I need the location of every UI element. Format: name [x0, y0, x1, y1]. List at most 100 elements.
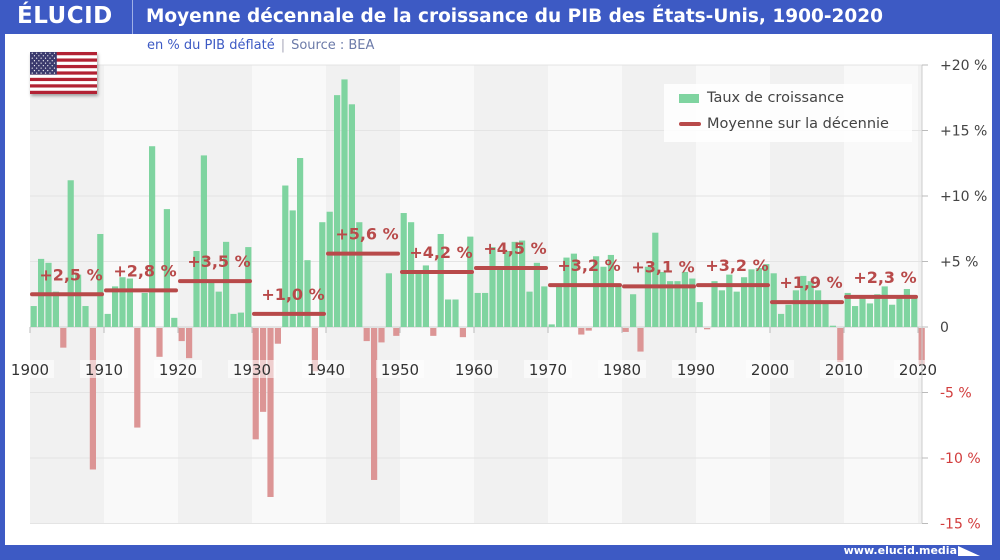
x-label-backdrop	[746, 360, 794, 378]
flag-star	[36, 72, 38, 74]
bar-1973	[570, 253, 577, 327]
bar-1960	[474, 292, 481, 327]
x-label-backdrop	[302, 360, 350, 378]
decade-average-label: +4,2 %	[409, 243, 472, 262]
bar-1939	[319, 222, 326, 327]
bar-2001	[778, 313, 785, 327]
bar-1972	[563, 257, 570, 327]
decade-averages: +2,5 % +2,8 % +3,5 % +1,0 % +5,6 % +4,2 % +4,5…	[30, 225, 918, 316]
flag-star	[33, 64, 36, 67]
bar-1987	[674, 281, 681, 327]
footer-url[interactable]: www.elucid.media	[843, 544, 957, 557]
bar-2013	[866, 303, 873, 327]
bar-2019	[911, 296, 918, 327]
flag-star	[53, 67, 56, 69]
flag-star	[51, 69, 53, 72]
bar-1945	[363, 328, 370, 342]
bar-2009	[837, 328, 844, 363]
x-tick-label: 1970	[529, 361, 567, 379]
bar-1917	[156, 328, 163, 357]
flag-star	[31, 52, 33, 54]
flag-star	[53, 52, 56, 54]
decade-band	[252, 65, 326, 523]
bar-1981	[630, 294, 637, 327]
bar-1992	[711, 281, 718, 327]
bar-1938	[311, 328, 318, 372]
bar-1951	[408, 222, 415, 327]
bar-1958	[459, 328, 466, 338]
bar-1936	[297, 158, 304, 327]
flag-star	[44, 67, 47, 69]
bar-2003	[792, 290, 799, 327]
bar-1985	[659, 271, 666, 327]
bar-1916	[149, 146, 156, 327]
bar-1910	[104, 313, 111, 327]
decade-average-label: +1,0 %	[261, 285, 324, 304]
bar-1988	[681, 271, 688, 327]
x-label-backdrop	[820, 360, 868, 378]
x-tick-label: 1980	[603, 361, 641, 379]
flag-star	[53, 62, 56, 64]
bar-1933	[274, 328, 281, 344]
bar-1967	[526, 291, 533, 327]
x-tick-label: 2000	[751, 361, 789, 379]
bar-1920	[178, 328, 185, 342]
x-label-backdrop	[80, 360, 128, 378]
y-tick-label: +15 %	[940, 124, 987, 140]
brand-logo[interactable]: ÉLUCID	[17, 3, 113, 29]
x-axis: 1900 1910 1920 1930 1940 1950 1960 1970 1980 1990…	[6, 327, 942, 379]
legend-bars-label: Taux de croissance	[707, 90, 845, 106]
decade-average-label: +4,5 %	[483, 239, 546, 258]
flag-star	[40, 67, 42, 69]
x-tick-label: 1960	[455, 361, 493, 379]
bar-1937	[304, 260, 311, 327]
flag-star	[33, 60, 36, 62]
flag-star	[44, 72, 47, 74]
flag-star	[33, 55, 36, 57]
bar-1915	[141, 292, 148, 327]
flag-star	[44, 57, 47, 59]
y-tick-label: -5 %	[940, 386, 972, 402]
bar-1976	[593, 256, 600, 327]
bar-1994	[726, 274, 733, 327]
header-divider	[132, 0, 133, 34]
decade-band	[178, 65, 252, 523]
bar-1914	[134, 328, 141, 428]
x-label-backdrop	[228, 360, 276, 378]
bar-1903	[52, 291, 59, 327]
flag-star	[40, 62, 42, 64]
flag-star	[47, 69, 49, 72]
bar-1929	[245, 247, 252, 327]
bar-2011	[852, 306, 859, 327]
bar-1908	[89, 328, 96, 470]
bar-1991	[704, 328, 711, 330]
bar-1935	[289, 210, 296, 327]
x-tick-label: 1920	[159, 361, 197, 379]
flag-star	[40, 52, 42, 54]
decade-average-label: +2,3 %	[853, 268, 916, 287]
flag-star	[49, 57, 51, 59]
flag-star	[53, 72, 56, 74]
flag-star	[31, 57, 33, 59]
bar-1941	[334, 95, 341, 327]
decade-average-label: +3,1 %	[631, 257, 694, 276]
bar-1978	[607, 254, 614, 327]
bar-2014	[874, 294, 881, 327]
bar-1990	[696, 302, 703, 327]
bar-2017	[896, 296, 903, 327]
bar-2007	[822, 300, 829, 327]
legend-item-line[interactable]: Moyenne sur la décennie	[679, 116, 889, 132]
x-label-backdrop	[598, 360, 646, 378]
x-label-backdrop	[376, 360, 424, 378]
legend-item-bars[interactable]: Taux de croissance	[679, 90, 844, 106]
bar-1971	[556, 283, 563, 327]
flag-star	[36, 57, 38, 59]
flag-star	[49, 62, 51, 64]
flag-star	[51, 60, 53, 62]
bar-2010	[844, 292, 851, 327]
flag-star	[40, 57, 42, 59]
x-tick-label: 1900	[11, 361, 49, 379]
bar-1946	[371, 328, 378, 480]
bar-1913	[126, 278, 133, 327]
bar-1919	[171, 317, 178, 327]
